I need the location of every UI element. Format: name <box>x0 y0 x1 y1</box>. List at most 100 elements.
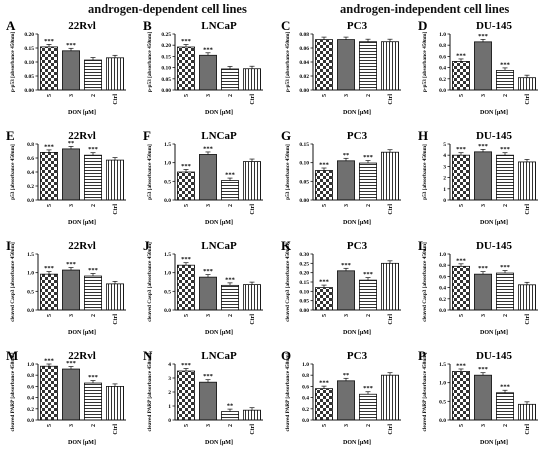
bar-5 <box>40 151 58 201</box>
x-tick-label: Ctrl <box>250 314 256 325</box>
y-tick-label: 0.08 <box>299 32 309 38</box>
bar-3 <box>474 41 492 91</box>
bar-2 <box>84 154 102 201</box>
bar-5 <box>177 171 195 201</box>
significance-label: *** <box>181 362 191 369</box>
y-tick-label: 0.6 <box>439 54 446 60</box>
y-tick-label: 0.6 <box>27 156 34 162</box>
y-axis-label: p53 [absorbance 450nm] <box>10 144 16 200</box>
y-tick-label: 0.20 <box>299 271 309 277</box>
y-tick-label: 0.00 <box>299 308 309 314</box>
x-axis-label: DON [µM] <box>480 220 508 226</box>
panel-title: DU-145 <box>476 350 513 362</box>
x-axis-label: DON [µM] <box>205 220 233 226</box>
panel-J: J LNCaP 0.0 0.5 1.0 1.5 cleaved Casp3 [absorba… <box>143 238 263 336</box>
x-tick-label: 3 <box>69 94 75 97</box>
significance-label: *** <box>44 358 54 365</box>
panel-E: E 22Rvl 0.0 0.2 0.4 0.6 0.8 p53 [absorbance 450… <box>6 128 126 226</box>
x-tick-label: 2 <box>228 424 234 427</box>
bar-3 <box>337 39 355 91</box>
y-tick-label: 3 <box>443 164 446 170</box>
bar-3 <box>199 54 217 91</box>
x-tick-label: 3 <box>69 424 75 427</box>
y-axis-label: cleaved PARP [absorbance 450nm] <box>285 352 291 431</box>
x-tick-label: 3 <box>69 314 75 317</box>
x-tick-label: 2 <box>503 424 509 427</box>
y-tick-label: 3 <box>168 376 171 382</box>
panel-letter: C <box>281 18 290 33</box>
panel-title: PC3 <box>347 130 368 142</box>
panel-title: LNCaP <box>201 130 237 142</box>
panel-title: 22Rvl <box>68 350 96 362</box>
panel-letter: K <box>281 238 292 253</box>
significance-label: *** <box>478 366 488 373</box>
significance-label: *** <box>181 38 191 45</box>
y-tick-label: 0.6 <box>27 384 34 390</box>
bar-5 <box>177 264 195 311</box>
bar-5 <box>315 39 333 91</box>
y-axis-label: p53 [absorbance 450nm] <box>422 144 428 200</box>
x-tick-label: 5 <box>322 204 328 207</box>
x-tick-label: 3 <box>481 424 487 427</box>
significance-label: *** <box>500 146 510 153</box>
bar-5 <box>40 46 58 91</box>
significance-label: *** <box>88 146 98 153</box>
bar-5 <box>452 61 470 91</box>
bar-5 <box>315 388 333 421</box>
x-tick-label: Ctrl <box>388 314 394 325</box>
y-tick-label: 0.25 <box>161 32 171 38</box>
significance-label: *** <box>66 360 76 367</box>
y-tick-label: 0.4 <box>27 396 34 402</box>
y-tick-label: 0.6 <box>439 274 446 280</box>
significance-label: *** <box>319 162 329 169</box>
x-tick-label: Ctrl <box>113 94 119 105</box>
y-tick-label: 0.0 <box>302 418 309 424</box>
heading-androgen-independent: androgen-independent cell lines <box>340 2 510 16</box>
significance-label: *** <box>478 265 488 272</box>
y-tick-label: 0.0 <box>27 308 34 314</box>
x-axis-label: DON [µM] <box>68 110 96 116</box>
y-tick-label: 0.0 <box>164 198 171 204</box>
panel-title: LNCaP <box>201 350 237 362</box>
panel-title: DU-145 <box>476 130 513 142</box>
x-tick-label: Ctrl <box>388 204 394 215</box>
significance-label: *** <box>66 42 76 49</box>
panel-title: DU-145 <box>476 20 513 32</box>
panel-title: LNCaP <box>201 20 237 32</box>
x-axis-label: DON [µM] <box>343 110 371 116</box>
panel-I: I 22Rvl 0.0 0.5 1.0 1.5 cleaved Casp3 [absorba… <box>6 238 126 336</box>
x-tick-label: Ctrl <box>113 314 119 325</box>
y-tick-label: 0.00 <box>24 88 34 94</box>
bar-2 <box>84 382 102 421</box>
significance-label: *** <box>456 362 466 369</box>
bar-2 <box>84 275 102 311</box>
bar-5 <box>315 170 333 201</box>
y-tick-label: 0.0 <box>27 418 34 424</box>
panel-G: G PC3 0.00 0.05 0.10 0.15 p53 [absorbance 450n… <box>281 128 401 226</box>
y-tick-label: 0.00 <box>161 88 171 94</box>
x-axis-label: DON [µM] <box>480 330 508 336</box>
x-tick-label: 3 <box>481 314 487 317</box>
panel-K: K PC3 0.00 0.05 0.10 0.15 0.20 0.25 0.30 cleaved … <box>281 238 401 336</box>
significance-label: *** <box>88 374 98 381</box>
bar-3 <box>199 154 217 201</box>
significance-label: *** <box>319 279 329 286</box>
y-tick-label: 0.25 <box>299 261 309 267</box>
panel-O: O PC3 0.0 0.2 0.4 0.6 0.8 1.0 cleaved PARP [abso… <box>281 348 401 446</box>
y-axis-label: cleaved PARP [absorbance 450nm] <box>10 352 16 431</box>
significance-label: *** <box>500 264 510 271</box>
panel-letter: G <box>281 128 291 143</box>
y-tick-label: 0.15 <box>299 280 309 286</box>
y-tick-label: 1.5 <box>27 252 34 258</box>
x-tick-label: 5 <box>459 424 465 427</box>
x-tick-label: 3 <box>344 314 350 317</box>
y-tick-label: 0.0 <box>27 198 34 204</box>
y-tick-label: 0.8 <box>27 373 34 379</box>
bar-5 <box>177 370 195 421</box>
bar-5 <box>40 273 58 311</box>
panel-letter: H <box>418 128 428 143</box>
panel-L: L DU-145 0.0 0.2 0.4 0.6 0.8 1.0 cleaved Casp3 [… <box>418 238 538 336</box>
y-tick-label: 0.00 <box>299 198 309 204</box>
y-tick-label: 0.10 <box>299 161 309 167</box>
